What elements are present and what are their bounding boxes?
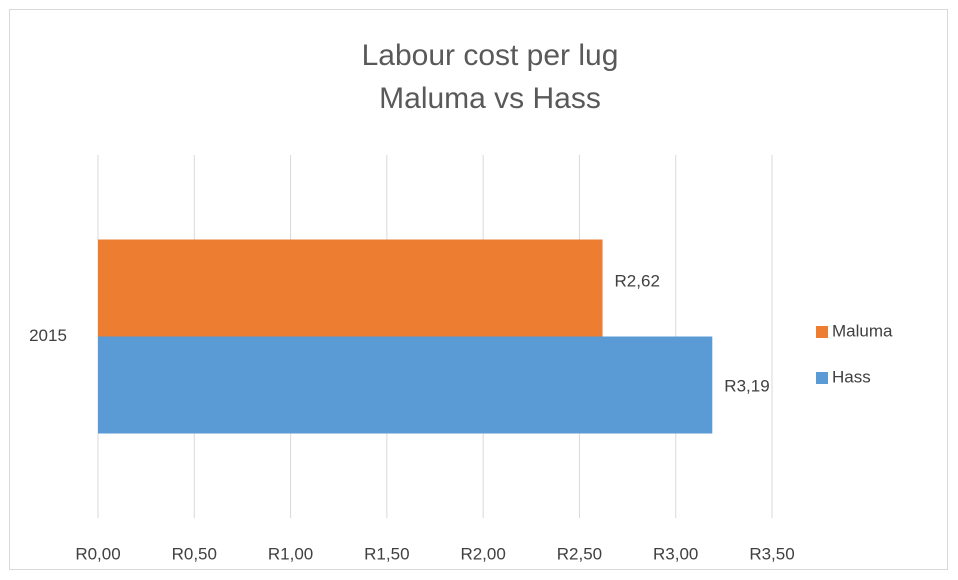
x-tick-label: R0,00 [75, 544, 120, 563]
y-tick-label: 2015 [29, 326, 67, 345]
x-tick-label: R3,00 [653, 544, 698, 563]
bar [98, 239, 603, 337]
x-tick-label: R2,50 [557, 544, 602, 563]
x-tick-label: R2,00 [460, 544, 505, 563]
x-tick-label: R1,50 [364, 544, 409, 563]
x-tick-label: R1,00 [268, 544, 313, 563]
data-label: R3,19 [724, 376, 769, 395]
legend-swatch [816, 372, 828, 384]
bar [98, 336, 713, 434]
chart-subtitle: Maluma vs Hass [379, 82, 601, 115]
legend-label: Maluma [832, 321, 893, 340]
data-label: R2,62 [615, 271, 660, 290]
chart-title: Labour cost per lug [362, 39, 619, 72]
legend-swatch [816, 326, 828, 338]
x-tick-label: R0,50 [172, 544, 217, 563]
legend-label: Hass [832, 367, 871, 386]
x-tick-label: R3,50 [749, 544, 794, 563]
